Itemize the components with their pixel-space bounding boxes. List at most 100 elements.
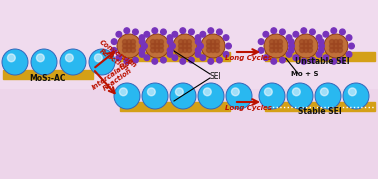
- Text: Long Cycles: Long Cycles: [225, 105, 271, 111]
- Circle shape: [217, 29, 222, 35]
- Circle shape: [112, 48, 117, 53]
- Circle shape: [211, 40, 215, 45]
- Circle shape: [330, 40, 335, 45]
- Circle shape: [127, 40, 132, 45]
- Circle shape: [333, 47, 339, 52]
- Bar: [265, 52, 375, 61]
- Circle shape: [183, 40, 187, 45]
- Circle shape: [112, 39, 117, 44]
- Circle shape: [167, 52, 173, 57]
- Circle shape: [331, 28, 336, 33]
- Circle shape: [158, 43, 164, 49]
- Circle shape: [167, 35, 173, 40]
- Circle shape: [139, 48, 145, 53]
- Circle shape: [258, 48, 264, 53]
- Circle shape: [307, 47, 313, 52]
- Circle shape: [170, 83, 196, 109]
- Circle shape: [127, 43, 132, 49]
- Circle shape: [343, 83, 369, 109]
- Circle shape: [324, 34, 348, 58]
- Circle shape: [180, 28, 186, 33]
- Circle shape: [150, 40, 155, 45]
- Circle shape: [206, 47, 212, 52]
- Circle shape: [321, 88, 328, 96]
- Circle shape: [130, 47, 135, 52]
- Circle shape: [316, 35, 322, 40]
- Circle shape: [122, 47, 127, 52]
- Circle shape: [206, 40, 212, 45]
- Circle shape: [178, 43, 183, 49]
- Circle shape: [167, 39, 173, 44]
- Circle shape: [299, 43, 305, 49]
- Bar: [265, 102, 375, 111]
- Circle shape: [155, 40, 160, 45]
- Text: Mo + S: Mo + S: [291, 71, 319, 77]
- Circle shape: [346, 52, 352, 57]
- Circle shape: [65, 54, 73, 62]
- Circle shape: [142, 83, 168, 109]
- Circle shape: [277, 43, 282, 49]
- Bar: [3, 70, 93, 79]
- Circle shape: [274, 47, 279, 52]
- Circle shape: [346, 35, 352, 40]
- Circle shape: [274, 40, 279, 45]
- Circle shape: [318, 39, 324, 44]
- Circle shape: [323, 32, 328, 37]
- Circle shape: [183, 47, 187, 52]
- Circle shape: [130, 40, 135, 45]
- Circle shape: [264, 34, 288, 58]
- Circle shape: [211, 47, 215, 52]
- Circle shape: [294, 34, 318, 58]
- Circle shape: [304, 47, 308, 52]
- Circle shape: [208, 28, 214, 33]
- Circle shape: [310, 29, 315, 35]
- Circle shape: [173, 34, 197, 58]
- Circle shape: [200, 32, 206, 37]
- Circle shape: [277, 40, 282, 45]
- Circle shape: [333, 43, 339, 49]
- Circle shape: [186, 43, 192, 49]
- Circle shape: [263, 32, 269, 37]
- Circle shape: [152, 28, 158, 33]
- Circle shape: [301, 59, 307, 64]
- Circle shape: [299, 40, 305, 45]
- Circle shape: [287, 83, 313, 109]
- Circle shape: [139, 39, 145, 44]
- Circle shape: [145, 34, 169, 58]
- Circle shape: [189, 57, 194, 63]
- Circle shape: [331, 59, 336, 64]
- Circle shape: [133, 57, 138, 63]
- Circle shape: [280, 29, 285, 35]
- Circle shape: [8, 54, 15, 62]
- Circle shape: [167, 48, 173, 53]
- Circle shape: [258, 39, 264, 44]
- Circle shape: [114, 83, 140, 109]
- Circle shape: [195, 35, 201, 40]
- Circle shape: [178, 47, 183, 52]
- Circle shape: [208, 59, 214, 64]
- Bar: [0, 0, 378, 89]
- Circle shape: [175, 88, 183, 96]
- Circle shape: [330, 43, 335, 49]
- Circle shape: [299, 47, 305, 52]
- Bar: [120, 102, 230, 111]
- Circle shape: [161, 29, 166, 35]
- Circle shape: [206, 43, 212, 49]
- Circle shape: [338, 40, 342, 45]
- Circle shape: [200, 55, 206, 61]
- Circle shape: [280, 57, 285, 63]
- Circle shape: [226, 43, 231, 49]
- Circle shape: [183, 43, 187, 49]
- Circle shape: [36, 54, 44, 62]
- Circle shape: [201, 34, 225, 58]
- Bar: [120, 52, 230, 61]
- Circle shape: [122, 40, 127, 45]
- Circle shape: [323, 55, 328, 61]
- Circle shape: [340, 57, 345, 63]
- Circle shape: [231, 88, 239, 96]
- Circle shape: [116, 55, 122, 61]
- Circle shape: [214, 43, 220, 49]
- Circle shape: [333, 40, 339, 45]
- Circle shape: [289, 43, 294, 49]
- Circle shape: [117, 34, 141, 58]
